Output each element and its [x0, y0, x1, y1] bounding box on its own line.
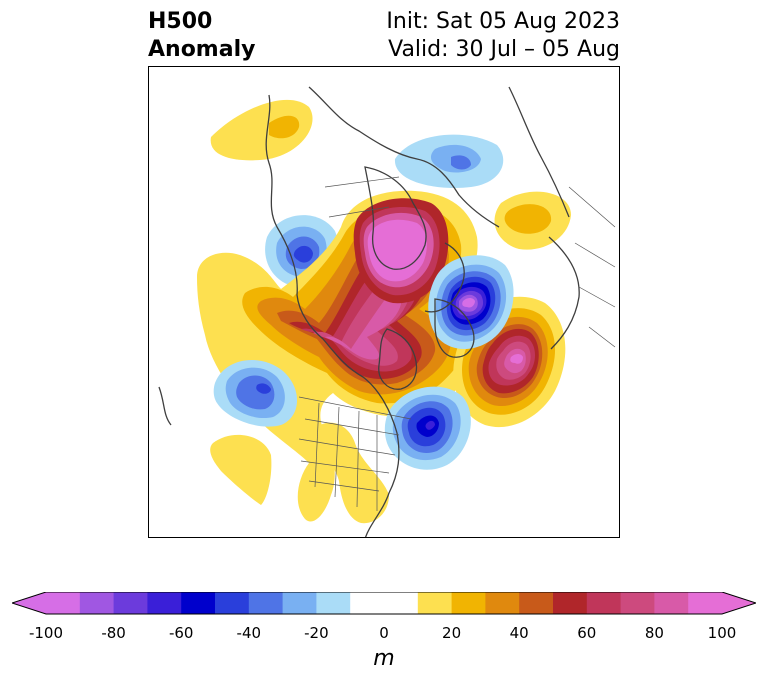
eastern-canada-trough	[384, 386, 471, 470]
colorbar-segment	[519, 592, 554, 614]
colorbar-segment	[654, 592, 689, 614]
run-info: Init: Sat 05 Aug 2023 Valid: 30 Jul – 05…	[386, 8, 620, 64]
colorbar-tick-label: 60	[577, 624, 597, 642]
colorbar-tick-label: -80	[101, 624, 126, 642]
plot-title: H500 Anomaly	[148, 8, 255, 64]
colorbar-segment	[113, 592, 148, 614]
title-line-2: Anomaly	[148, 37, 256, 62]
colorbar-segment	[451, 592, 486, 614]
colorbar-segment	[282, 592, 317, 614]
anomaly-map	[148, 66, 620, 538]
colorbar-tick-label: -100	[28, 624, 64, 642]
colorbar-segment	[384, 592, 419, 614]
colorbar-tick-label: 40	[509, 624, 529, 642]
colorbar-segment	[248, 592, 284, 614]
north-pacific-ridge	[210, 99, 313, 161]
colorbar-tick-label: -60	[168, 624, 194, 642]
greenland-trough	[428, 255, 514, 350]
colorbar-segment	[485, 592, 520, 614]
colorbar-tick-label: -40	[236, 624, 262, 642]
colorbar-under-arrow	[12, 592, 46, 614]
southeast-us-ridge	[315, 422, 389, 524]
valid-period-label: Valid: 30 Jul – 05 Aug	[388, 37, 620, 62]
colorbar-segment	[46, 592, 81, 614]
europe-ridge	[494, 191, 571, 250]
init-time-label: Init: Sat 05 Aug 2023	[386, 9, 620, 34]
colorbar-segment	[316, 592, 351, 614]
colorbar	[12, 592, 756, 615]
colorbar-segment	[586, 592, 622, 614]
colorbar-unit-label: m	[373, 646, 395, 671]
anomaly-map-svg	[158, 86, 616, 537]
colorbar-tick-label: 20	[442, 624, 462, 642]
colorbar-tick-label: 80	[644, 624, 664, 642]
colorbar-tick-label: 100	[707, 624, 737, 642]
colorbar-segment	[688, 592, 723, 614]
colorbar-segment	[215, 592, 250, 614]
siberia-trough	[394, 134, 504, 188]
colorbar-tick-label: 0	[379, 624, 389, 642]
colorbar-over-arrow	[722, 592, 756, 614]
colorbar-segment	[147, 592, 182, 614]
colorbar-segment	[181, 592, 216, 614]
colorbar-segment	[620, 592, 655, 614]
title-line-1: H500	[148, 9, 213, 34]
country-borders-overlay	[298, 176, 616, 511]
colorbar-segment	[417, 592, 453, 614]
colorbar-segment	[553, 592, 588, 614]
arctic-ridge	[353, 198, 449, 304]
colorbar-tick-label: -20	[304, 624, 329, 642]
colorbar-tick-labels: -100 -80 -60 -40 -20 0 20 40 60 80 100	[0, 624, 768, 644]
southwest-us-ridge	[210, 434, 272, 505]
pacific-trough	[213, 359, 298, 427]
colorbar-segment	[350, 592, 385, 614]
coastline-overlay	[158, 86, 580, 537]
colorbar-segment	[79, 592, 115, 614]
colorbar-outline	[12, 592, 756, 615]
